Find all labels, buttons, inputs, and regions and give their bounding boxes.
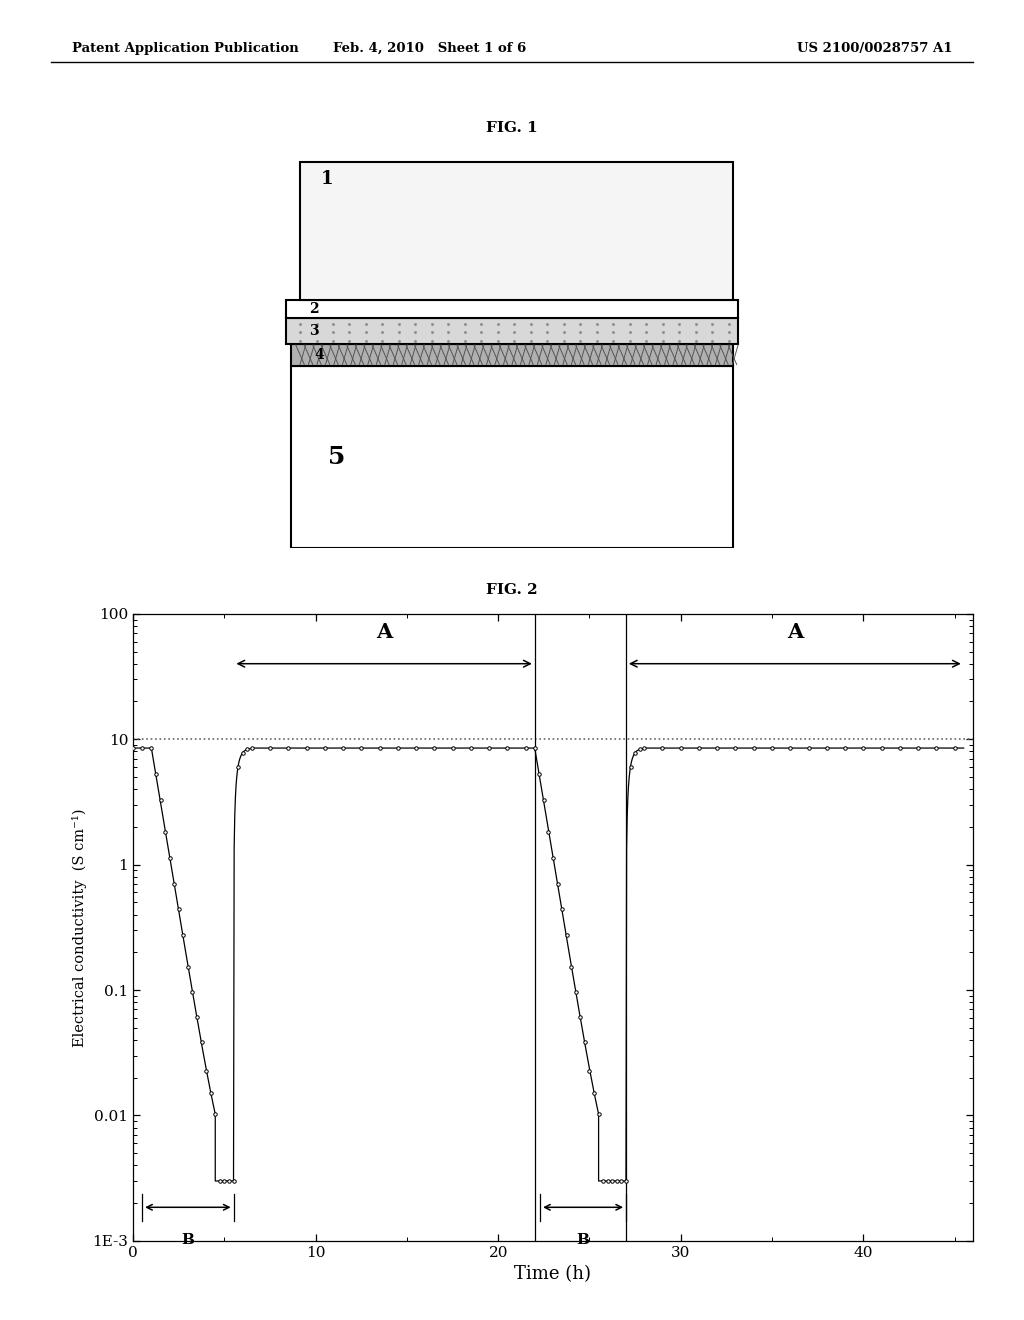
Bar <box>291 345 733 366</box>
Text: US 2100/0028757 A1: US 2100/0028757 A1 <box>797 42 952 55</box>
X-axis label: Time (h): Time (h) <box>514 1265 592 1283</box>
Text: FIG. 1: FIG. 1 <box>486 121 538 136</box>
Bar <box>286 318 738 345</box>
Text: 3: 3 <box>309 325 319 338</box>
Text: 5: 5 <box>329 445 346 469</box>
Text: Feb. 4, 2010   Sheet 1 of 6: Feb. 4, 2010 Sheet 1 of 6 <box>334 42 526 55</box>
Text: A: A <box>376 622 392 642</box>
Bar <box>291 366 733 548</box>
Bar <box>286 300 738 318</box>
Text: Patent Application Publication: Patent Application Publication <box>72 42 298 55</box>
Text: B: B <box>577 1233 590 1247</box>
Y-axis label: Electrical conductivity  (S cm⁻¹): Electrical conductivity (S cm⁻¹) <box>72 808 87 1047</box>
Text: 1: 1 <box>322 169 334 187</box>
Text: FIG. 2: FIG. 2 <box>486 583 538 598</box>
Text: A: A <box>786 622 803 642</box>
Bar <box>300 161 733 300</box>
Text: 2: 2 <box>309 302 319 317</box>
Text: 4: 4 <box>314 348 324 362</box>
Text: B: B <box>181 1233 195 1247</box>
